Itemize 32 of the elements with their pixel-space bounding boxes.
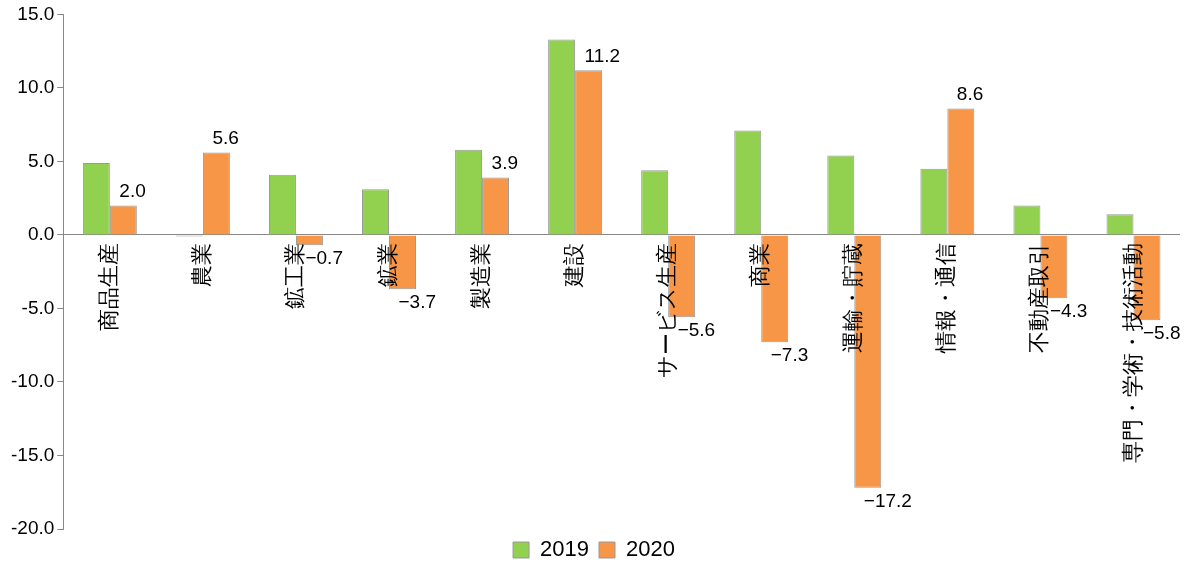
x-tick-label: 農業 — [188, 242, 214, 287]
data-label: −4.3 — [1049, 299, 1088, 321]
y-tick-label: 0.0 — [27, 223, 55, 245]
data-label: −3.7 — [398, 291, 437, 313]
x-tick-label: 情報・通信 — [933, 242, 959, 354]
x-tick-label: 鉱業 — [375, 242, 401, 287]
y-tick-label: -20.0 — [10, 517, 55, 539]
x-tick-label: 不動産取引 — [1026, 242, 1052, 353]
y-tick-label: -5.0 — [21, 296, 55, 318]
x-tick-label: 製造業 — [468, 242, 494, 309]
x-tick-label: 運輸・貯蔵 — [840, 242, 866, 353]
y-tick-label: 5.0 — [27, 149, 55, 171]
data-label: 8.6 — [956, 83, 984, 105]
data-label: −17.2 — [863, 489, 912, 511]
legend-label: 2020 — [626, 536, 675, 562]
x-tick-label: 商業 — [747, 242, 773, 287]
x-tick-label: 専門・学術・技術活動 — [1119, 242, 1145, 463]
y-tick-label: -15.0 — [10, 443, 55, 465]
data-label: −0.7 — [305, 246, 343, 268]
data-label: 3.9 — [491, 152, 518, 174]
data-label: 11.2 — [584, 45, 621, 67]
y-tick-label: 10.0 — [17, 76, 55, 98]
y-tick-label: 15.0 — [17, 2, 55, 24]
data-label: −5.8 — [1142, 321, 1181, 343]
legend-label: 2019 — [540, 536, 590, 562]
y-tick-label: -10.0 — [10, 370, 55, 392]
data-label: 5.6 — [212, 127, 239, 149]
x-tick-label: 建設 — [561, 242, 587, 288]
x-tick-label: 商品生産 — [95, 242, 121, 331]
data-label: −7.3 — [770, 344, 809, 366]
data-label: 2.0 — [119, 180, 146, 202]
data-label: −5.6 — [677, 319, 716, 341]
